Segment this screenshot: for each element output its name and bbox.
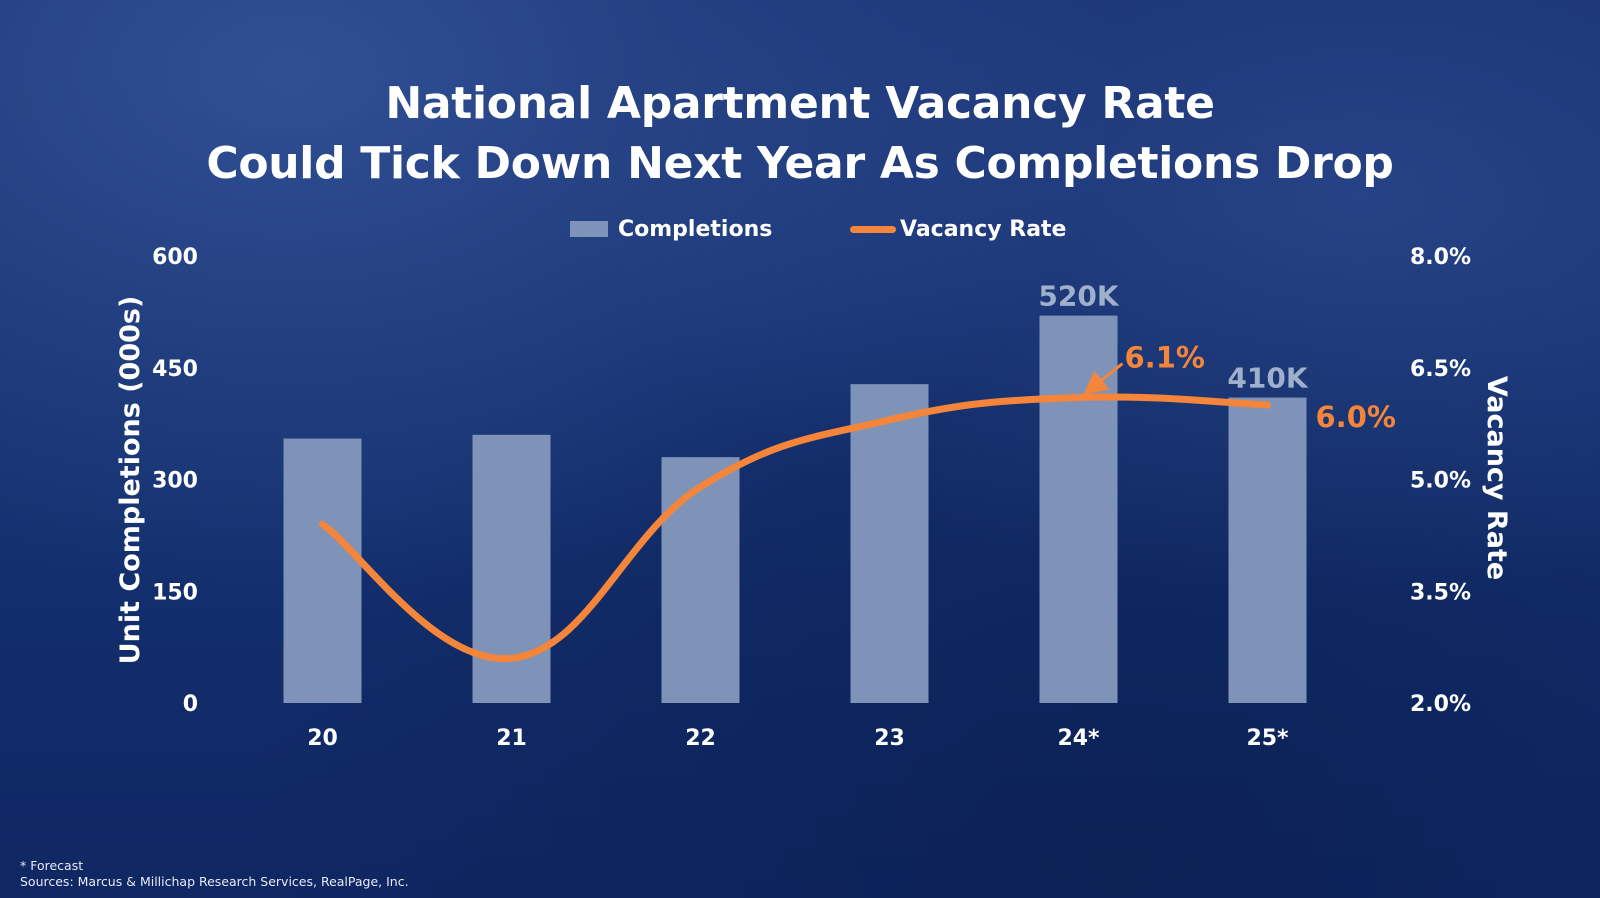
bar-25-forecast xyxy=(1228,397,1307,703)
legend-item-completions: Completions xyxy=(570,212,772,246)
footnote-sources: Sources: Marcus & Millichap Research Ser… xyxy=(20,874,409,889)
legend-label-vacancy: Vacancy Rate xyxy=(900,216,1067,242)
legend: Completions Vacancy Rate xyxy=(0,212,1600,246)
y2-axis-title: Vacancy Rate xyxy=(1481,376,1512,580)
bar-24-forecast xyxy=(1039,315,1118,703)
line-layer xyxy=(319,393,1271,662)
y2-tick-label: 8.0% xyxy=(1410,245,1471,270)
y2-tick-label: 6.5% xyxy=(1410,357,1471,382)
bar-22 xyxy=(661,457,740,703)
bar-20 xyxy=(283,438,362,703)
x-tick-label: 21 xyxy=(496,726,527,751)
y-tick-label: 450 xyxy=(152,357,198,382)
line-data-label: 6.1% xyxy=(1125,341,1205,375)
y-tick-label: 0 xyxy=(183,692,198,717)
legend-label-completions: Completions xyxy=(618,216,773,242)
chart-title-line-2: Could Tick Down Next Year As Completions… xyxy=(206,138,1394,189)
legend-swatch-line xyxy=(850,225,896,233)
x-tick-label: 22 xyxy=(685,726,716,751)
x-tick-label: 23 xyxy=(874,726,905,751)
x-tick-label: 25* xyxy=(1246,726,1289,751)
bar-data-label: 410K xyxy=(1227,362,1308,395)
chart-title-line-1: National Apartment Vacancy Rate xyxy=(385,78,1215,129)
y2-tick-label: 3.5% xyxy=(1410,580,1471,605)
line-data-label: 6.0% xyxy=(1316,400,1396,434)
y-tick-label: 300 xyxy=(152,469,198,494)
bar-21 xyxy=(472,434,551,703)
legend-item-vacancy: Vacancy Rate xyxy=(850,212,1066,246)
axis-layer: 0 150 300 450 600 2.0% 3.5% 5.0% 6.5% 8.0% 20 21 22 2… xyxy=(115,245,1512,751)
bar-23 xyxy=(850,384,929,703)
bar-data-label: 520K xyxy=(1038,280,1119,313)
footnote-forecast: * Forecast xyxy=(20,858,84,873)
data-label-arrow xyxy=(1083,362,1124,396)
x-tick-label: 20 xyxy=(307,726,338,751)
x-tick-label: 24* xyxy=(1057,726,1100,751)
y-tick-label: 150 xyxy=(152,580,198,605)
label-layer: 520K 410K 6.1% 6.0% xyxy=(1038,280,1396,434)
y2-tick-label: 2.0% xyxy=(1410,692,1471,717)
legend-swatch-bar xyxy=(570,221,608,237)
y-axis-title: Unit Completions (000s) xyxy=(115,296,146,665)
footnotes: * Forecast Sources: Marcus & Millichap R… xyxy=(20,858,409,890)
bars-layer xyxy=(283,315,1307,703)
y2-tick-label: 5.0% xyxy=(1410,469,1471,494)
y-tick-label: 600 xyxy=(152,245,198,270)
vacancy-rate-line xyxy=(319,393,1271,662)
